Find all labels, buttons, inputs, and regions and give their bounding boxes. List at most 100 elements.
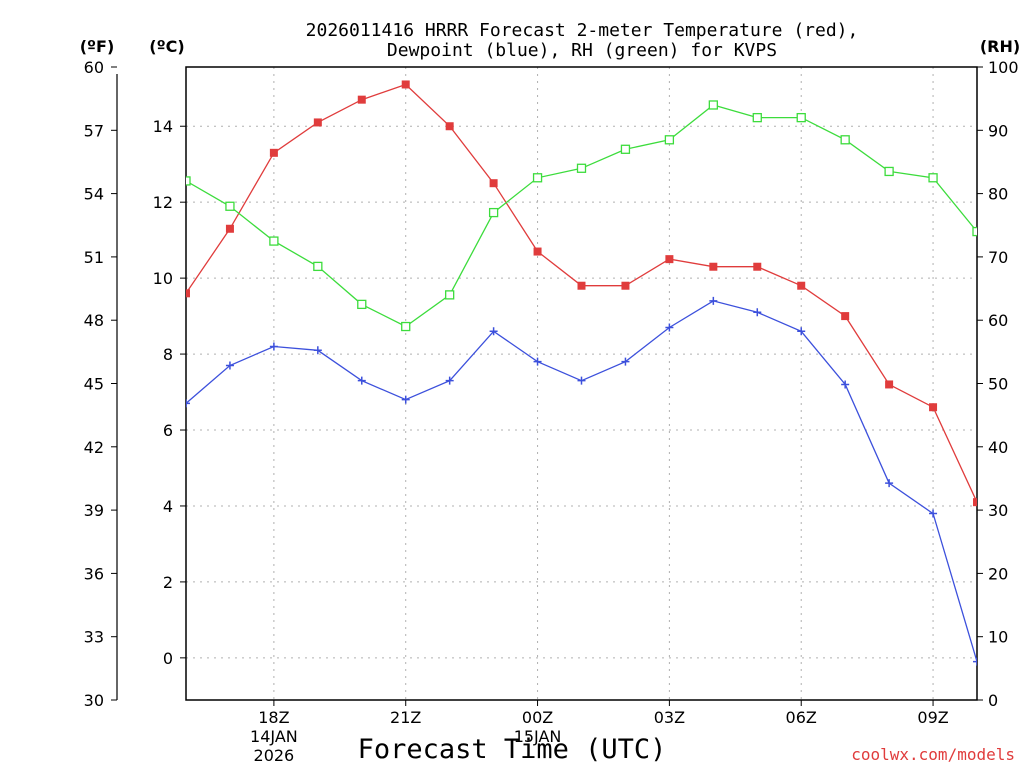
2-meter-temperature-point [401,80,410,89]
rh-point [752,112,762,123]
fahrenheit-tick-label: 54 [84,185,104,204]
dewpoint-point [225,361,234,370]
rh-line [186,104,977,328]
rh-tick-label: 100 [988,58,1019,77]
2-meter-temperature-point [973,498,977,507]
celsius-tick-label: 12 [153,193,173,212]
dewpoint-point [357,376,366,385]
x-tick-date-label: 15JAN [514,727,562,746]
x-tick-label: 03Z [654,708,685,727]
2-meter-temperature-point [621,281,630,290]
rh-point [884,166,894,177]
series-group [186,80,977,666]
x-tick-label: 09Z [917,708,948,727]
rh-point [357,299,367,310]
2-meter-temperature-point [269,148,278,157]
dewpoint-point [885,479,894,488]
2-meter-temperature-point [665,255,674,264]
dewpoint-point [709,296,718,305]
fahrenheit-unit-label: (ºF) [80,37,115,56]
rh-point [664,135,675,145]
fahrenheit-tick-label: 30 [84,691,104,710]
rh-point [269,236,279,246]
grid-layer [186,67,977,700]
celsius-tick-label: 14 [153,117,173,136]
celsius-tick-label: 0 [163,649,173,668]
rh-point [796,112,806,123]
dewpoint-point [269,342,278,351]
chart-title-line1: 2026011416 HRRR Forecast 2-meter Tempera… [306,20,859,41]
celsius-tick-label: 6 [163,421,173,440]
x-tick-label: 06Z [786,708,817,727]
dewpoint-point [797,327,806,336]
credit-label: coolwx.com/models [851,745,1015,764]
rh-point [620,144,631,154]
rh-point [532,173,543,183]
celsius-unit-label: (ºC) [149,37,184,56]
rh-tick-label: 50 [988,375,1008,394]
x-tick-year-label: 2026 [254,746,295,765]
rh-tick-label: 30 [988,501,1008,520]
rh-tick-label: 40 [988,438,1008,457]
rh-unit-label: (RH) [980,37,1020,56]
rh-point [576,163,587,173]
fahrenheit-tick-label: 57 [84,121,104,140]
fahrenheit-tick-label: 39 [84,501,104,520]
dewpoint-point [753,308,762,317]
dewpoint-point [973,657,977,666]
2-meter-temperature-point [533,247,542,256]
rh-point [445,290,455,300]
rh-tick-label: 60 [988,311,1008,330]
celsius-tick-label: 2 [163,573,173,592]
dewpoint-point [533,357,542,366]
2-meter-temperature-point [885,380,894,389]
x-tick-label: 00Z [522,708,553,727]
dewpoint-point [313,346,322,355]
rh-point [313,261,323,272]
rh-tick-label: 70 [988,248,1008,267]
dewpoint-point [186,399,190,408]
fahrenheit-tick-label: 36 [84,564,104,583]
dewpoint-point [621,357,630,366]
2-meter-temperature-point [709,262,718,271]
dewpoint-line [186,300,977,662]
2-meter-temperature-line [186,83,977,503]
2-meter-temperature-point [225,224,234,233]
2-meter-temperature-point [577,281,586,290]
rh-point [186,176,191,186]
dewpoint-point [489,327,498,336]
rh-point [840,135,850,145]
series-layer [186,80,977,666]
2-meter-temperature-point [797,281,806,290]
rh-point [488,207,499,218]
2-meter-temperature-point [357,95,366,104]
rh-point [928,173,938,183]
chart-title-line2: Dewpoint (blue), RH (green) for KVPS [387,40,777,61]
dewpoint-point [665,323,674,332]
fahrenheit-tick-label: 51 [84,248,104,267]
rh-point [401,321,411,332]
2-meter-temperature-point [186,289,190,298]
fahrenheit-tick-label: 48 [84,311,104,330]
dewpoint-point [577,376,586,385]
dewpoint-point [841,380,850,389]
rh-point [225,201,235,211]
x-tick-label: 18Z [258,708,289,727]
rh-tick-label: 20 [988,564,1008,583]
2-meter-temperature-point [753,262,762,271]
rh-tick-label: 90 [988,121,1008,140]
fahrenheit-tick-label: 60 [84,58,104,77]
rh-tick-label: 0 [988,691,998,710]
x-tick-label: 21Z [390,708,421,727]
x-tick-date-label: 14JAN [250,727,298,746]
fahrenheit-tick-label: 33 [84,628,104,647]
2-meter-temperature-point [489,179,498,188]
2-meter-temperature-point [313,118,322,127]
dewpoint-point [401,395,410,404]
dewpoint-point [929,509,938,518]
dewpoint-point [445,376,454,385]
rh-point [972,226,977,237]
celsius-tick-label: 8 [163,345,173,364]
ticks-layer: 30 33 36 39 42 45 48 51 54 57 60 0 2 4 6 8 10 12 14 0 10 20 30… [84,58,1019,765]
